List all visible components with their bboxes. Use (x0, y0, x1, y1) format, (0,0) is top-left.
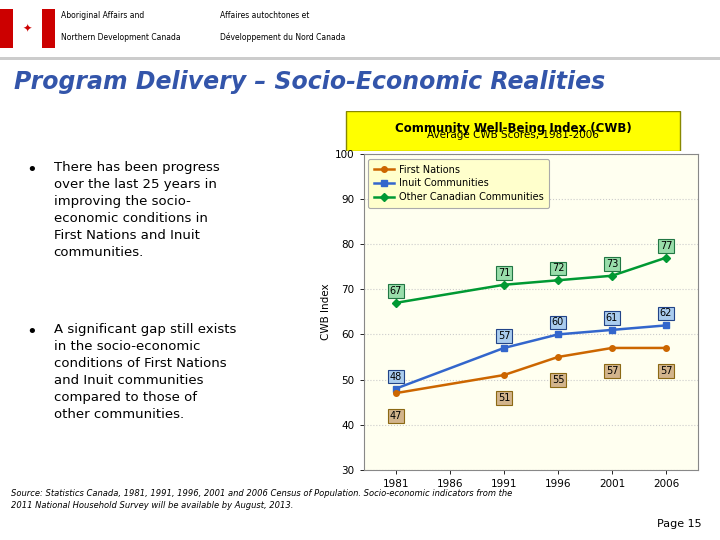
Text: 48: 48 (390, 372, 402, 382)
Text: Développement du Nord Canada: Développement du Nord Canada (220, 33, 345, 42)
Bar (13, 9, 42, 48)
Text: Northern Development Canada: Northern Development Canada (61, 33, 181, 42)
Text: 60: 60 (552, 318, 564, 327)
Text: 57: 57 (660, 366, 672, 376)
Text: 51: 51 (498, 393, 510, 403)
Text: Page 15: Page 15 (657, 519, 702, 529)
Bar (0, 9, 13, 48)
Text: 57: 57 (606, 366, 618, 376)
Bar (42, 9, 55, 48)
Text: 61: 61 (606, 313, 618, 323)
Text: 47: 47 (390, 411, 402, 421)
Text: 62: 62 (660, 308, 672, 319)
Text: Aboriginal Affairs and: Aboriginal Affairs and (61, 11, 145, 21)
Text: 77: 77 (660, 241, 672, 251)
Text: •: • (27, 161, 37, 179)
Text: Average CWB Scores, 1981-2006: Average CWB Scores, 1981-2006 (427, 130, 599, 140)
Legend: First Nations, Inuit Communities, Other Canadian Communities: First Nations, Inuit Communities, Other … (369, 159, 549, 208)
FancyBboxPatch shape (346, 111, 680, 151)
Text: Source: Statistics Canada, 1981, 1991, 1996, 2001 and 2006 Census of Population.: Source: Statistics Canada, 1981, 1991, 1… (11, 489, 512, 510)
Text: 71: 71 (498, 268, 510, 278)
Text: There has been progress
over the last 25 years in
improving the socio-
economic : There has been progress over the last 25… (54, 161, 220, 259)
Text: •: • (27, 323, 37, 341)
Text: 73: 73 (606, 259, 618, 269)
Text: A significant gap still exists
in the socio-economic
conditions of First Nations: A significant gap still exists in the so… (54, 323, 236, 421)
Text: 67: 67 (390, 286, 402, 296)
Text: Affaires autochtones et: Affaires autochtones et (220, 11, 309, 21)
Text: Community Well-Being Index (CWB): Community Well-Being Index (CWB) (395, 122, 631, 135)
Text: ✦: ✦ (22, 23, 32, 33)
Text: 57: 57 (498, 331, 510, 341)
Y-axis label: CWB Index: CWB Index (321, 284, 330, 340)
Text: 55: 55 (552, 375, 564, 385)
Text: 72: 72 (552, 264, 564, 273)
Text: Program Delivery – Socio-Economic Realities: Program Delivery – Socio-Economic Realit… (14, 70, 606, 94)
